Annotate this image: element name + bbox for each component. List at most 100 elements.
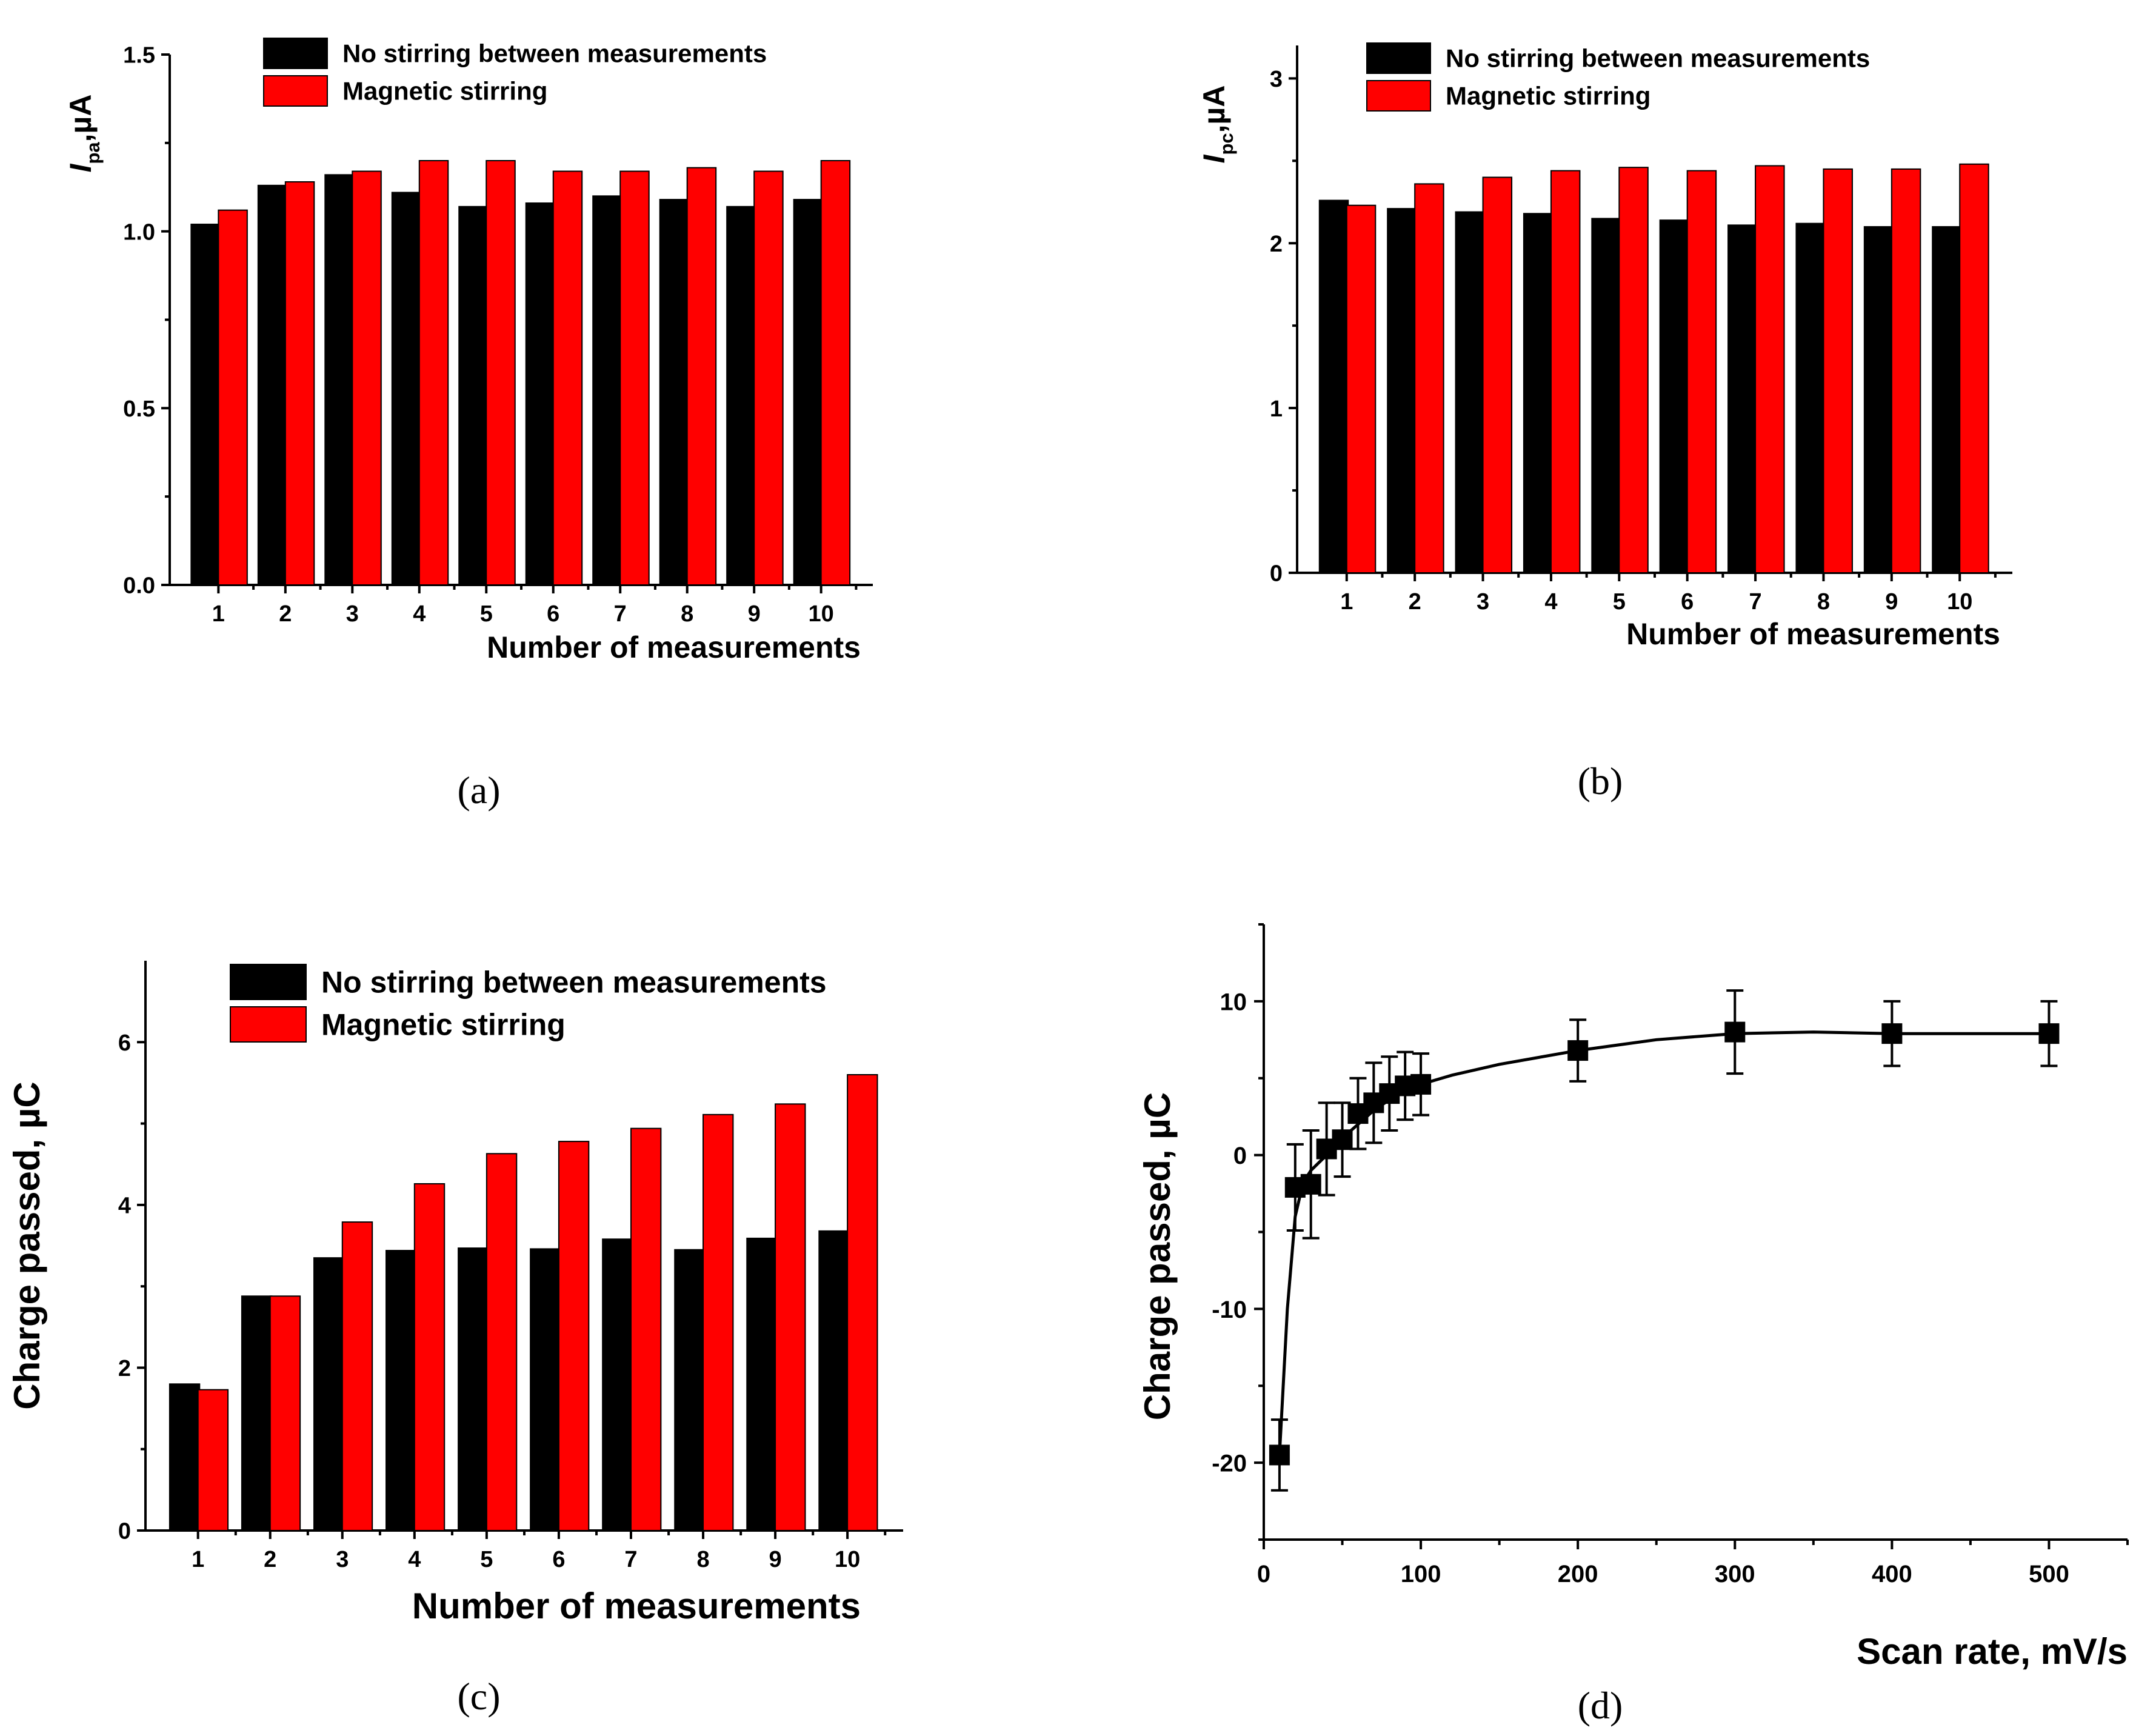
bar-magnetic-6: [1686, 170, 1717, 573]
bar-magnetic-8: [1823, 168, 1853, 573]
bar-no-stirring-6: [525, 202, 556, 586]
bar-magnetic-1: [197, 1389, 229, 1532]
bar-no-stirring-8: [659, 199, 690, 586]
panel-b-bar-chart: 1 2 3 4 5 6 7 8 9 10 0 1 2 3 No stirring between measu…: [1197, 42, 2012, 803]
y-tick-label: 0.5: [123, 396, 155, 422]
bar-magnetic-6: [558, 1141, 590, 1531]
data-point-30: [1300, 1173, 1321, 1195]
bar-magnetic-7: [630, 1127, 662, 1531]
x-tick-label: 3: [1477, 589, 1489, 615]
bar-no-stirring-1: [190, 224, 221, 586]
panel-a-bar-chart: 1 2 3 4 5 6 7 8 9 10 0.0 0.5 1.0 1.5 No stirring betwe…: [64, 38, 873, 812]
y-tick-label: 0: [1233, 1143, 1247, 1169]
x-tick-label: 9: [769, 1547, 781, 1572]
bar-no-stirring-5: [1591, 218, 1621, 573]
y-axis-title-subscript: pa: [82, 142, 104, 164]
bar-magnetic-10: [820, 160, 851, 586]
x-tick-label: 7: [614, 601, 627, 627]
y-tick-label: 1.0: [123, 219, 155, 245]
x-axis-title: Scan rate, mV/s: [1857, 1631, 2128, 1672]
data-point-50: [1332, 1129, 1353, 1150]
x-tick-label: 5: [480, 601, 493, 627]
y-tick-label: 3: [1270, 67, 1283, 92]
y-tick-label: 0: [118, 1519, 131, 1544]
bar-no-stirring-2: [241, 1295, 273, 1531]
x-tick-label: 400: [1872, 1561, 1912, 1587]
data-point-400: [1881, 1023, 1903, 1044]
x-tick-label: 9: [1885, 589, 1898, 615]
y-axis-title: Charge passed, µC: [1137, 1092, 1178, 1420]
x-tick-label: 2: [264, 1547, 276, 1572]
y-tick-label: -20: [1212, 1451, 1247, 1477]
panel-label-d: (d): [1578, 1684, 1623, 1727]
bar-magnetic-7: [619, 170, 650, 586]
x-tick-label: 100: [1401, 1561, 1441, 1587]
x-tick-label: 4: [413, 601, 426, 627]
bar-magnetic-1: [1346, 204, 1377, 573]
bar-no-stirring-10: [793, 199, 824, 586]
bar-no-stirring-10: [1932, 226, 1962, 573]
x-axis-title: Number of measurements: [487, 630, 861, 664]
legend-label: No stirring between measurements: [342, 39, 767, 68]
bar-no-stirring-1: [169, 1383, 201, 1531]
y-tick-label: 2: [1270, 232, 1283, 257]
legend-swatch-no-stirring: [230, 964, 307, 1000]
x-tick-label: 10: [1947, 589, 1972, 615]
legend-swatch-no-stirring: [1366, 42, 1431, 74]
y-axis-title-subscript: pc: [1216, 133, 1237, 155]
x-tick-label: 1: [192, 1547, 204, 1572]
bar-no-stirring-8: [1795, 222, 1826, 573]
x-axis-title: Number of measurements: [1626, 617, 2000, 651]
y-axis-title-unit: ,µA: [64, 95, 98, 142]
bar-no-stirring-4: [1523, 213, 1554, 573]
legend-swatch-magnetic: [263, 75, 328, 107]
bar-no-stirring-7: [602, 1238, 633, 1532]
legend-label: No stirring between measurements: [321, 966, 827, 1000]
bar-magnetic-7: [1755, 165, 1785, 573]
data-point-200: [1567, 1040, 1589, 1061]
x-tick-label: 2: [279, 601, 292, 627]
bar-no-stirring-3: [313, 1257, 345, 1531]
bar-no-stirring-9: [726, 205, 756, 586]
y-tick-label: 6: [118, 1030, 131, 1056]
bar-magnetic-6: [552, 170, 583, 586]
x-tick-label: 500: [2029, 1561, 2069, 1587]
bar-magnetic-9: [753, 170, 784, 586]
bar-no-stirring-6: [530, 1248, 561, 1531]
bar-magnetic-5: [486, 160, 516, 586]
bar-magnetic-4: [418, 160, 449, 586]
bar-no-stirring-5: [458, 205, 489, 586]
x-axis-title: Number of measurements: [412, 1586, 861, 1626]
bar-magnetic-1: [218, 209, 248, 586]
x-tick-label: 4: [408, 1547, 421, 1572]
y-axis-title-symbol: I: [64, 163, 98, 172]
x-tick-label: 1: [1340, 589, 1353, 615]
x-tick-label: 5: [480, 1547, 493, 1572]
y-tick-label: 1: [1270, 396, 1283, 422]
bar-magnetic-4: [1550, 170, 1581, 573]
x-tick-label: 0: [1257, 1561, 1270, 1587]
data-point-300: [1724, 1021, 1746, 1043]
panel-c-bar-chart: 1 2 3 4 5 6 7 8 9 10 0 2 4 6 No stirring between measu…: [7, 961, 903, 1718]
x-tick-label: 3: [336, 1547, 349, 1572]
bar-no-stirring-1: [1318, 199, 1349, 573]
y-tick-label: 0: [1270, 561, 1283, 587]
x-tick-label: 6: [547, 601, 559, 627]
legend-swatch-magnetic: [230, 1006, 307, 1043]
x-tick-label: 6: [1681, 589, 1694, 615]
bar-magnetic-4: [413, 1183, 446, 1531]
x-tick-label: 10: [809, 601, 834, 627]
bar-magnetic-10: [1959, 163, 1989, 573]
bar-magnetic-2: [269, 1295, 301, 1531]
y-tick-label: 10: [1220, 989, 1247, 1015]
bar-no-stirring-4: [385, 1250, 417, 1531]
bar-no-stirring-6: [1659, 219, 1690, 573]
data-point-10: [1269, 1444, 1290, 1466]
bar-no-stirring-5: [458, 1247, 489, 1531]
bar-magnetic-9: [775, 1103, 806, 1532]
x-tick-label: 8: [696, 1547, 709, 1572]
y-tick-label: 0.0: [123, 573, 155, 599]
x-tick-label: 8: [1817, 589, 1830, 615]
data-point-500: [2038, 1023, 2060, 1044]
y-axis-title-symbol: I: [1197, 154, 1231, 163]
